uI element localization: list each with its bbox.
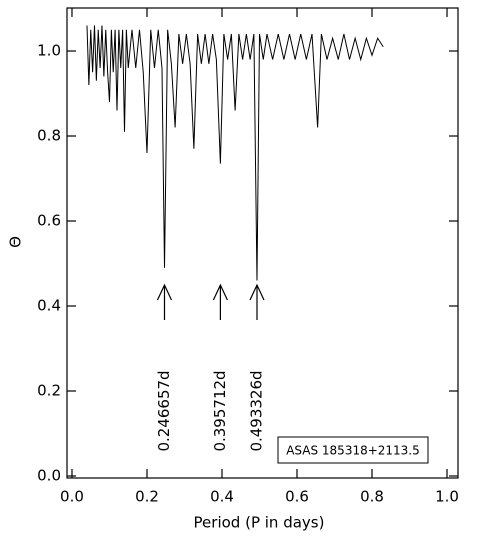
theta-line xyxy=(86,25,384,281)
y-tick-label: 0.8 xyxy=(37,127,61,145)
annotation-label: 0.246657d xyxy=(155,370,173,451)
x-tick-label: 0.0 xyxy=(60,488,84,506)
y-tick-label: 0.6 xyxy=(37,212,61,230)
arrow xyxy=(156,283,173,320)
arrow xyxy=(212,283,228,320)
annotation-label: 0.395712d xyxy=(211,370,229,451)
x-tick-label: 0.6 xyxy=(285,488,309,506)
x-axis-label: Period (P in days) xyxy=(194,514,325,532)
label-box xyxy=(277,436,429,464)
y-tick-label: 0.0 xyxy=(37,467,61,485)
y-tick-label: 0.2 xyxy=(37,382,61,400)
y-axis-label: Θ xyxy=(7,236,25,248)
y-tick-label: 1.0 xyxy=(37,42,61,60)
x-tick-label: 0.4 xyxy=(210,488,234,506)
arrow xyxy=(249,283,265,320)
label-box-text: ASAS 185318+2113.5 xyxy=(286,444,420,458)
x-tick-label: 0.2 xyxy=(135,488,159,506)
x-tick-label: 0.8 xyxy=(360,488,384,506)
y-tick-label: 0.4 xyxy=(37,297,61,315)
x-tick-label: 1.0 xyxy=(435,488,459,506)
annotation-label: 0.493326d xyxy=(247,370,265,451)
plot-frame xyxy=(66,7,459,479)
